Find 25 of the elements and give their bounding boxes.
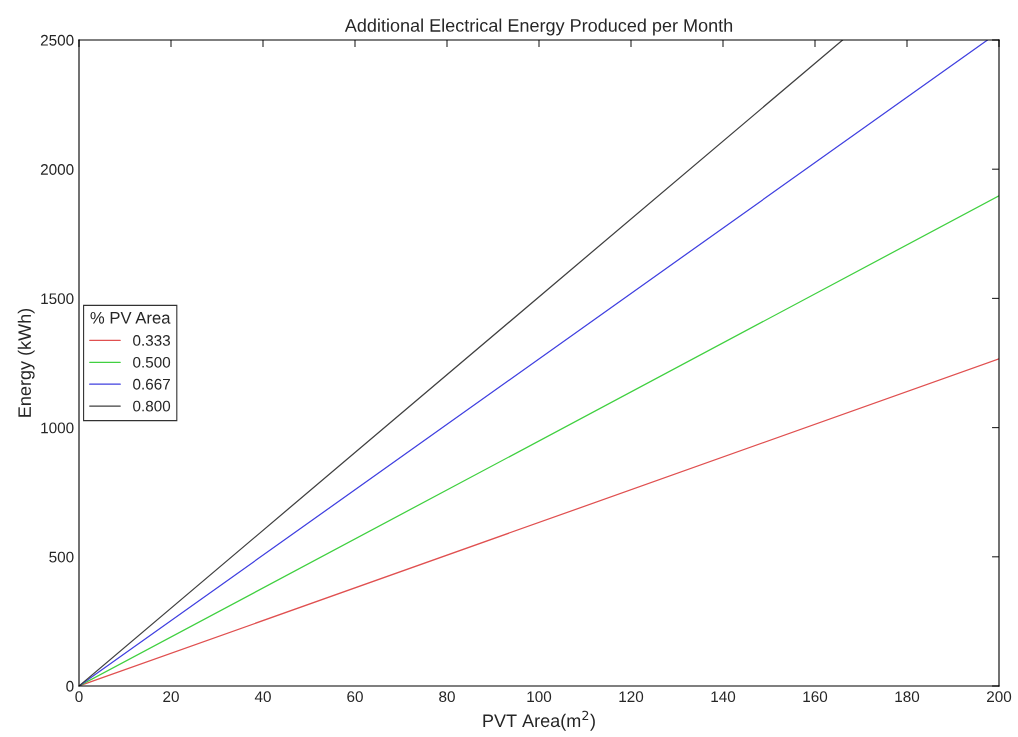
x-tick-label: 160: [803, 691, 828, 703]
legend-title: % PV Area: [90, 311, 171, 324]
legend-label: 0.333: [133, 335, 171, 346]
x-tick-label: 200: [987, 691, 1012, 703]
y-tick-label: 1000: [41, 422, 74, 434]
x-tick-label: 60: [347, 691, 363, 703]
y-tick-label: 2000: [40, 164, 74, 175]
x-tick-label: 100: [527, 691, 552, 703]
legend-label: 0.800: [133, 400, 171, 412]
y-tick-label: 2500: [40, 34, 74, 46]
legend-label: 0.500: [133, 356, 171, 368]
y-tick-label: 0: [66, 680, 74, 692]
x-axis-title: PVT Area(m$^{2}$): [483, 710, 595, 731]
x-tick-label: 80: [439, 691, 455, 703]
x-tick-label: 0: [75, 691, 83, 703]
x-tick-label: 20: [163, 691, 179, 703]
legend-label: 0.667: [133, 378, 170, 390]
chart-title: Additional Electrical Energy Produced per Month: [344, 18, 733, 36]
y-tick-label: 1500: [41, 293, 74, 305]
x-tick-label: 180: [895, 691, 920, 703]
y-axis-title: Energy (kWh): [17, 308, 35, 417]
x-tick-label: 40: [254, 691, 271, 703]
y-tick-label: 500: [49, 551, 74, 563]
x-tick-label: 120: [619, 691, 644, 703]
x-tick-label: 140: [711, 691, 736, 703]
